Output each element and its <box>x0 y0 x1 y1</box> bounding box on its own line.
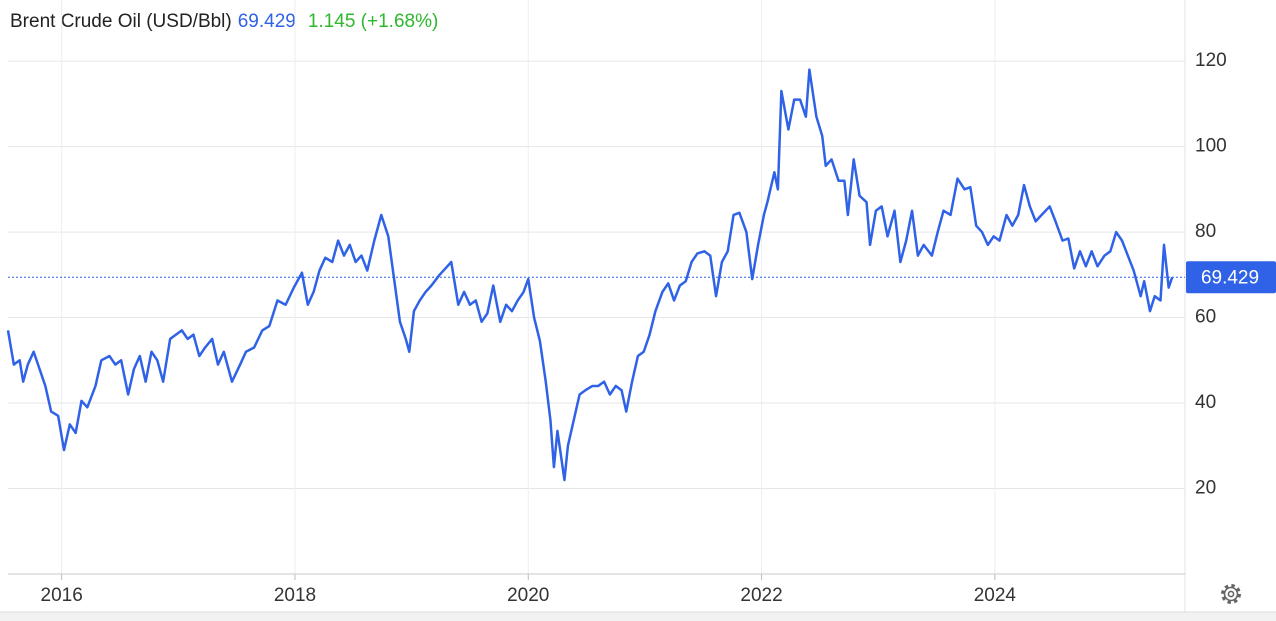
price-label-box <box>1186 261 1276 294</box>
last-price: 69.429 <box>238 11 296 32</box>
x-tick-label: 2020 <box>507 585 549 606</box>
grid <box>8 0 1185 574</box>
y-tick-label: 80 <box>1195 221 1216 242</box>
price-change: 1.145 (+1.68%) <box>308 11 438 32</box>
footer-strip <box>0 612 1276 621</box>
gear-hole <box>1227 590 1235 598</box>
x-tick-label: 2022 <box>740 585 782 606</box>
y-tick-label: 20 <box>1195 478 1216 499</box>
settings-icon[interactable] <box>1221 584 1241 604</box>
price-label: 69.429 <box>1201 267 1259 288</box>
gear-teeth <box>1221 584 1241 604</box>
x-tick-label: 2024 <box>974 585 1017 606</box>
y-tick-label: 100 <box>1195 136 1227 157</box>
x-tick-label: 2016 <box>41 585 83 606</box>
y-tick-label: 120 <box>1195 50 1227 71</box>
y-tick-label: 60 <box>1195 307 1216 328</box>
y-tick-label: 40 <box>1195 392 1216 413</box>
gear-body <box>1223 586 1239 602</box>
x-tick-label: 2018 <box>274 585 316 606</box>
chart-title: Brent Crude Oil (USD/Bbl) <box>10 11 232 32</box>
chart-header: Brent Crude Oil (USD/Bbl) 69.429 1.145 (+1… <box>10 11 438 32</box>
price-line <box>6 68 1174 482</box>
